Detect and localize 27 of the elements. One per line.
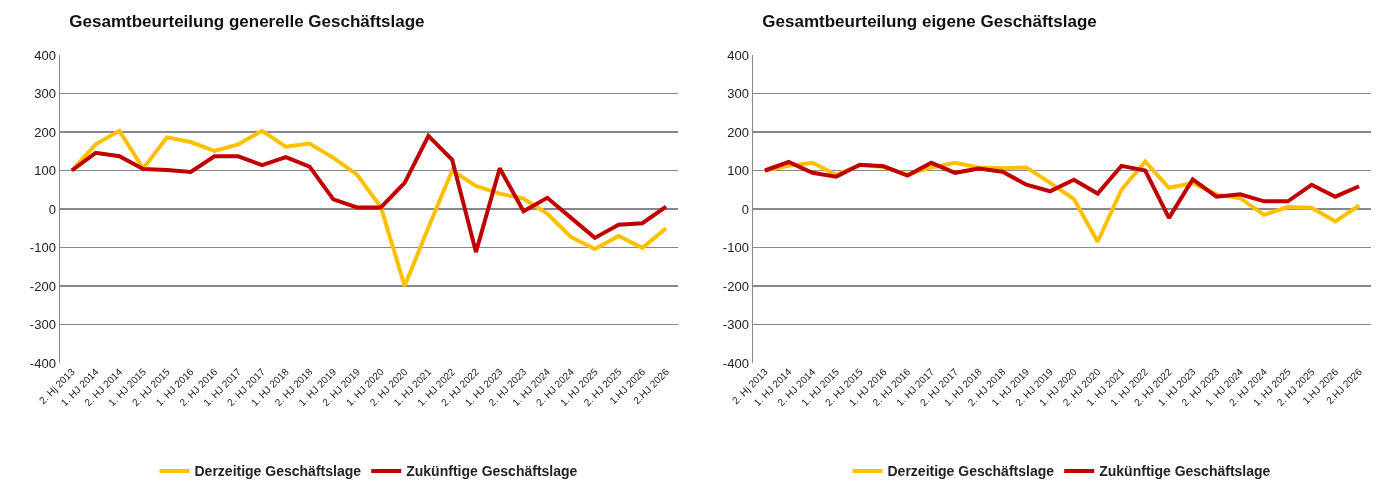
y-tick-label: 200: [34, 124, 56, 140]
y-tick-label: -100: [722, 240, 749, 256]
y-tick-label: 300: [727, 86, 749, 102]
line-series: [69, 133, 669, 255]
y-tick-label: -400: [29, 355, 56, 371]
y-tick-label: 200: [727, 124, 749, 140]
y-tick-label: -200: [29, 278, 56, 294]
y-tick-label: -400: [722, 355, 749, 371]
y-tick-label: -300: [29, 317, 56, 333]
y-tick-label: -200: [722, 278, 749, 294]
legend-label: Derzeitige Geschäftslage: [887, 463, 1055, 480]
legend-label: Zukünftige Geschäftslage: [406, 463, 578, 480]
y-tick-label: -100: [29, 240, 56, 256]
line-series: [69, 128, 669, 288]
y-tick-label: 100: [34, 163, 56, 179]
legend-label: Derzeitige Geschäftslage: [194, 463, 362, 480]
chart-title: Gesamtbeurteilung eigene Geschäftslage: [762, 11, 1097, 31]
legend-label: Zukünftige Geschäftslage: [1099, 463, 1271, 480]
y-tick-label: 0: [741, 201, 749, 217]
y-tick-label: 400: [727, 47, 749, 63]
y-tick-label: 400: [34, 47, 56, 63]
line-series: [762, 160, 1362, 220]
y-tick-label: 0: [48, 201, 56, 217]
y-tick-label: 300: [34, 86, 56, 102]
y-tick-label: 100: [727, 163, 749, 179]
chart-title: Gesamtbeurteilung generelle Geschäftslage: [69, 11, 425, 31]
y-tick-label: -300: [722, 317, 749, 333]
